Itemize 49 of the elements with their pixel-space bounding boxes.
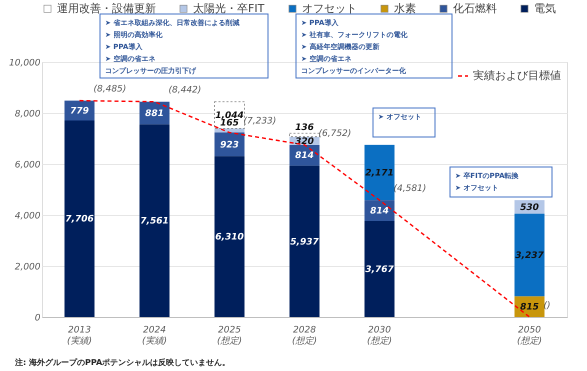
data-label: (8,442) xyxy=(168,86,202,96)
data-label: 814 xyxy=(295,151,314,162)
y-tick-label: 2,000 xyxy=(14,262,41,272)
y-tick-label: 10,000 xyxy=(9,58,41,68)
legend-label: 運用改善・設備更新 xyxy=(57,2,156,15)
x-tick-label: 2030 (想定) xyxy=(366,326,392,346)
legend-label: 太陽光・卒FIT xyxy=(193,2,265,15)
bar xyxy=(140,124,170,317)
y-tick-label: 4,000 xyxy=(14,212,41,222)
data-label: 3,767 xyxy=(365,264,394,275)
data-label: 7,706 xyxy=(65,214,94,225)
data-label: 923 xyxy=(220,140,239,150)
legend-label: 化石燃料 xyxy=(453,2,497,15)
data-label: 165 xyxy=(220,118,239,128)
x-tick-label: 2050 (想定) xyxy=(516,326,542,346)
bar xyxy=(364,220,394,317)
data-label: 779 xyxy=(70,106,89,117)
data-label: 6,310 xyxy=(215,232,244,243)
data-label: 881 xyxy=(145,108,164,119)
data-label: 136 xyxy=(295,123,314,134)
data-label: 3,237 xyxy=(515,250,544,261)
y-tick-label: 6,000 xyxy=(14,160,41,170)
y-tick-label: 8,000 xyxy=(14,110,41,120)
data-label: (8,485) xyxy=(94,84,126,95)
data-label: 815 xyxy=(520,302,539,313)
legend-label: オフセット xyxy=(302,2,357,15)
bar xyxy=(214,156,244,317)
x-tick-label: 2013 (実績) xyxy=(66,326,92,346)
x-tick-label: 2024 (実績) xyxy=(142,326,168,346)
legend-label: 実績および目標値 xyxy=(473,69,561,82)
bar xyxy=(514,214,544,296)
bar xyxy=(290,166,320,317)
bar xyxy=(64,120,94,317)
data-label: 814 xyxy=(370,206,389,217)
data-label: 2,171 xyxy=(365,168,394,179)
legend-label: 電気 xyxy=(534,2,556,15)
bar xyxy=(364,144,394,200)
data-label: 7,561 xyxy=(140,216,169,227)
data-label: 5,937 xyxy=(290,237,320,248)
data-label: (6,752) xyxy=(318,128,352,139)
data-label: (7,233) xyxy=(244,116,276,127)
data-label: 320 xyxy=(295,136,314,147)
legend-label: 水素 xyxy=(394,2,416,15)
data-label: 530 xyxy=(520,202,539,213)
x-tick-label: 2025 (想定) xyxy=(216,326,242,346)
text: 注: 海外グループのPPAポテンシャルは反映していません。 xyxy=(14,358,230,367)
y-tick-label: 0 xyxy=(34,314,41,324)
bar xyxy=(289,132,320,138)
x-tick-label: 2028 (想定) xyxy=(292,326,318,346)
